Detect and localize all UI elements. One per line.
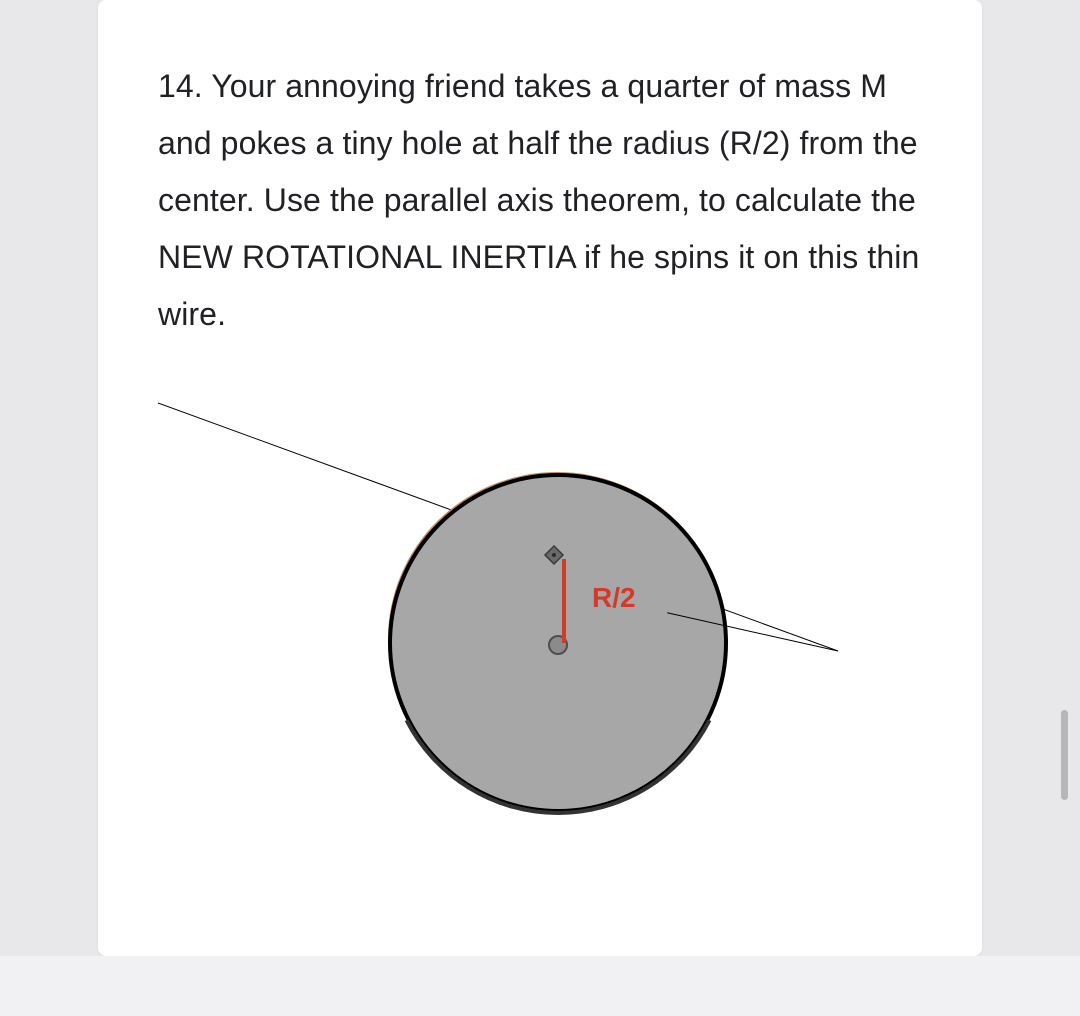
question-text: 14. Your annoying friend takes a quarter…	[158, 58, 922, 343]
question-card: 14. Your annoying friend takes a quarter…	[98, 0, 982, 956]
disk-diagram: R/2	[158, 383, 918, 853]
page-background: 14. Your annoying friend takes a quarter…	[0, 0, 1080, 1016]
disk-diagram-svg: R/2	[158, 383, 918, 853]
scrollbar-thumb[interactable]	[1061, 710, 1068, 800]
radius-label: R/2	[592, 582, 636, 613]
page-bottom-strip	[0, 956, 1080, 1016]
